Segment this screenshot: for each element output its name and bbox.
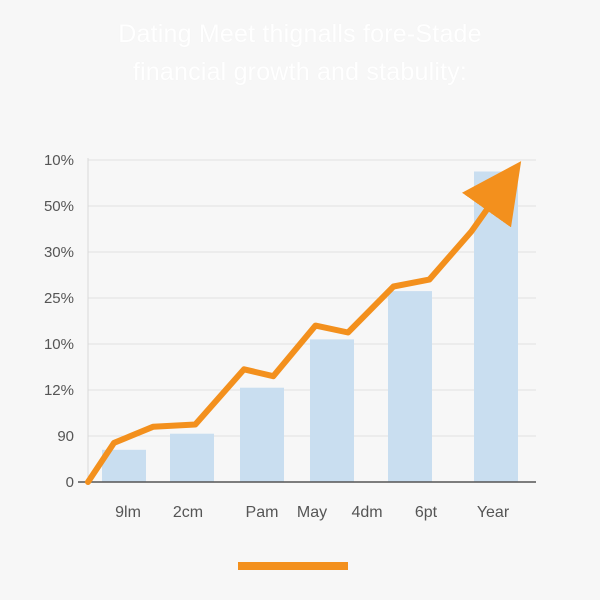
bar [388, 291, 432, 482]
x-tick-label: 6pt [415, 504, 438, 521]
y-tick-label: 0 [66, 474, 74, 491]
y-tick-label: 10% [44, 152, 74, 169]
x-tick-label: May [297, 504, 327, 521]
y-tick-label: 50% [44, 198, 74, 215]
y-tick-label: 30% [44, 244, 74, 261]
y-tick-label: 25% [44, 290, 74, 307]
x-tick-label: Pam [246, 504, 279, 521]
x-tick-label: 2cm [173, 504, 203, 521]
trend-line [85, 161, 522, 485]
y-tick-label: 10% [44, 336, 74, 353]
x-tick-label: 4dm [351, 504, 382, 521]
bar [310, 339, 354, 482]
x-tick-label: 9lm [115, 504, 141, 521]
chart-title: Dating Meet thignalls fore-Stade [118, 20, 482, 48]
chart-subtitle: financial growth and stabulity: [132, 58, 468, 86]
x-tick-label: Year [477, 504, 510, 521]
bar [170, 433, 214, 482]
y-tick-label: 12% [44, 382, 74, 399]
y-tick-label: 90 [57, 428, 74, 445]
bar [240, 387, 284, 482]
